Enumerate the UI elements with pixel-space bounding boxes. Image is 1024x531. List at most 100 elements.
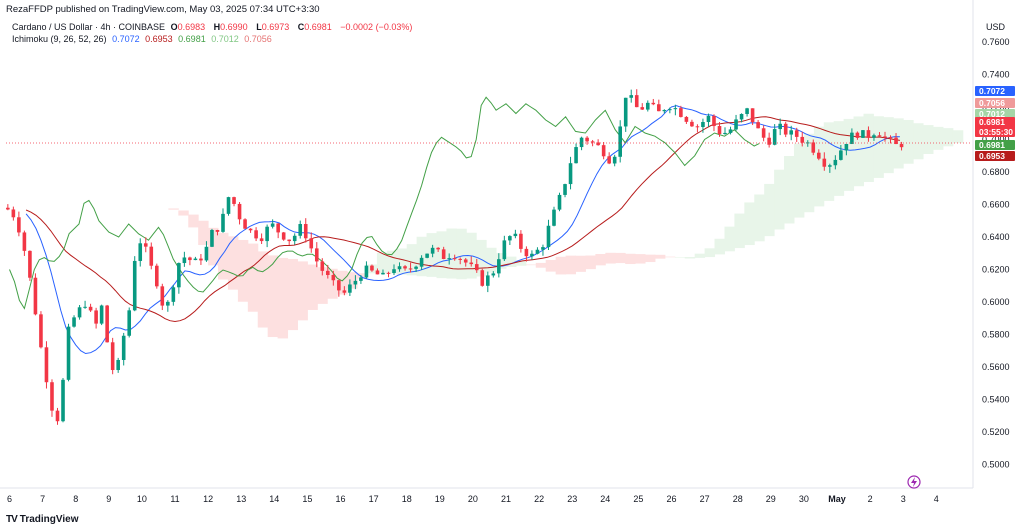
cloud-segment bbox=[674, 257, 686, 258]
cloud-segment bbox=[486, 247, 497, 273]
candle-body bbox=[309, 238, 314, 249]
candle-body bbox=[783, 123, 788, 135]
price-tags: 0.70720.70560.70120.698103:55:300.69810.… bbox=[975, 86, 1015, 161]
cloud-segment bbox=[932, 126, 944, 150]
lightning-icon[interactable] bbox=[907, 475, 921, 489]
time-tick-label: 13 bbox=[236, 494, 246, 504]
candle-body bbox=[668, 109, 672, 111]
candle-body bbox=[83, 306, 87, 308]
candle-body bbox=[701, 122, 705, 127]
candle-body bbox=[447, 258, 451, 260]
candle-body bbox=[458, 258, 463, 260]
candle-body bbox=[292, 235, 297, 242]
time-tick-label: 2 bbox=[868, 494, 873, 504]
candle-body bbox=[419, 257, 424, 267]
candle-body bbox=[601, 145, 606, 157]
time-tick-label: 29 bbox=[766, 494, 776, 504]
cloud-segment bbox=[257, 251, 269, 328]
cloud-segment bbox=[327, 268, 338, 299]
price-tag-label: 0.6981 bbox=[979, 140, 1005, 150]
candle-body bbox=[303, 224, 308, 239]
cloud-segment bbox=[893, 118, 904, 169]
candle-body bbox=[485, 275, 490, 286]
candle-body bbox=[33, 277, 38, 315]
chikou-value: 0.6981 bbox=[178, 34, 206, 44]
cloud-segment bbox=[337, 270, 348, 295]
candle-body bbox=[110, 342, 115, 371]
currency-label: USD bbox=[986, 22, 1006, 32]
time-tick-label: 23 bbox=[567, 494, 577, 504]
candle-body bbox=[287, 239, 291, 242]
time-tick-label: 21 bbox=[501, 494, 511, 504]
candle-body bbox=[425, 253, 429, 258]
candle-body bbox=[441, 249, 446, 260]
cloud-segment bbox=[595, 254, 606, 266]
candle-body bbox=[894, 137, 898, 145]
candle-body bbox=[552, 209, 556, 226]
span-a-value: 0.7012 bbox=[211, 34, 239, 44]
cloud-segment bbox=[714, 238, 725, 255]
price-tick-label: 0.7400 bbox=[982, 70, 1010, 80]
cloud-segment bbox=[168, 208, 179, 210]
candle-body bbox=[331, 275, 336, 281]
cloud-segment bbox=[198, 220, 209, 246]
candle-body bbox=[243, 219, 247, 229]
cloud-segment bbox=[426, 233, 437, 277]
cloud-segment bbox=[436, 231, 447, 279]
cloud-segment bbox=[913, 123, 924, 160]
publisher-line: RezaFFDP published on TradingView.com, M… bbox=[6, 4, 320, 15]
candle-body bbox=[171, 287, 176, 302]
tradingview-brand[interactable]: TV TradingView bbox=[6, 514, 79, 525]
candle-body bbox=[314, 248, 319, 262]
price-tag-label: 0.6981 bbox=[979, 117, 1005, 127]
time-tick-label: 25 bbox=[633, 494, 643, 504]
candle-body bbox=[767, 137, 771, 145]
candle-body bbox=[761, 128, 766, 138]
candle-body bbox=[872, 135, 876, 138]
candle-body bbox=[298, 224, 303, 236]
brand-name: TradingView bbox=[19, 514, 79, 525]
price-tag-label: 0.6953 bbox=[979, 151, 1005, 161]
cloud-segment bbox=[267, 255, 279, 338]
cloud-segment bbox=[754, 194, 765, 242]
cloud-segment bbox=[376, 252, 388, 274]
candle-body bbox=[348, 284, 352, 293]
candle-body bbox=[226, 197, 231, 214]
candle-body bbox=[723, 132, 727, 135]
candle-body bbox=[414, 266, 418, 269]
indicator-name[interactable]: Ichimoku (9, 26, 52, 26) bbox=[12, 34, 107, 44]
candle-body bbox=[623, 97, 628, 127]
candle-body bbox=[188, 257, 192, 261]
symbol-name[interactable]: Cardano / US Dollar · 4h · COINBASE bbox=[12, 22, 166, 32]
candle-body bbox=[132, 260, 137, 311]
candle-body bbox=[270, 223, 275, 227]
price-tag bbox=[975, 117, 1015, 137]
candle-body bbox=[121, 335, 126, 360]
candle-body bbox=[645, 102, 650, 110]
price-tick-label: 0.5400 bbox=[982, 395, 1010, 405]
tenkan-value: 0.7072 bbox=[112, 34, 140, 44]
candle-body bbox=[717, 126, 722, 135]
candle-body bbox=[77, 307, 82, 318]
candle-body bbox=[94, 310, 98, 324]
cloud-segment bbox=[565, 255, 577, 275]
candle-body bbox=[221, 213, 225, 232]
candle-body bbox=[750, 108, 755, 123]
candle-body bbox=[850, 132, 854, 144]
candle-body bbox=[734, 119, 738, 130]
candle-body bbox=[657, 104, 661, 112]
candle-body bbox=[11, 209, 16, 218]
cloud-segment bbox=[813, 126, 825, 207]
candle-body bbox=[72, 317, 76, 327]
price-tick-label: 0.6800 bbox=[982, 167, 1010, 177]
cloud-segment bbox=[317, 267, 328, 304]
candle-body bbox=[899, 144, 904, 148]
candle-body bbox=[248, 228, 253, 231]
cloud-segment bbox=[218, 232, 229, 280]
price-tag bbox=[975, 140, 1015, 150]
cloud-segment bbox=[406, 244, 418, 276]
cloud-segment bbox=[396, 248, 408, 275]
price-tag bbox=[975, 98, 1015, 108]
